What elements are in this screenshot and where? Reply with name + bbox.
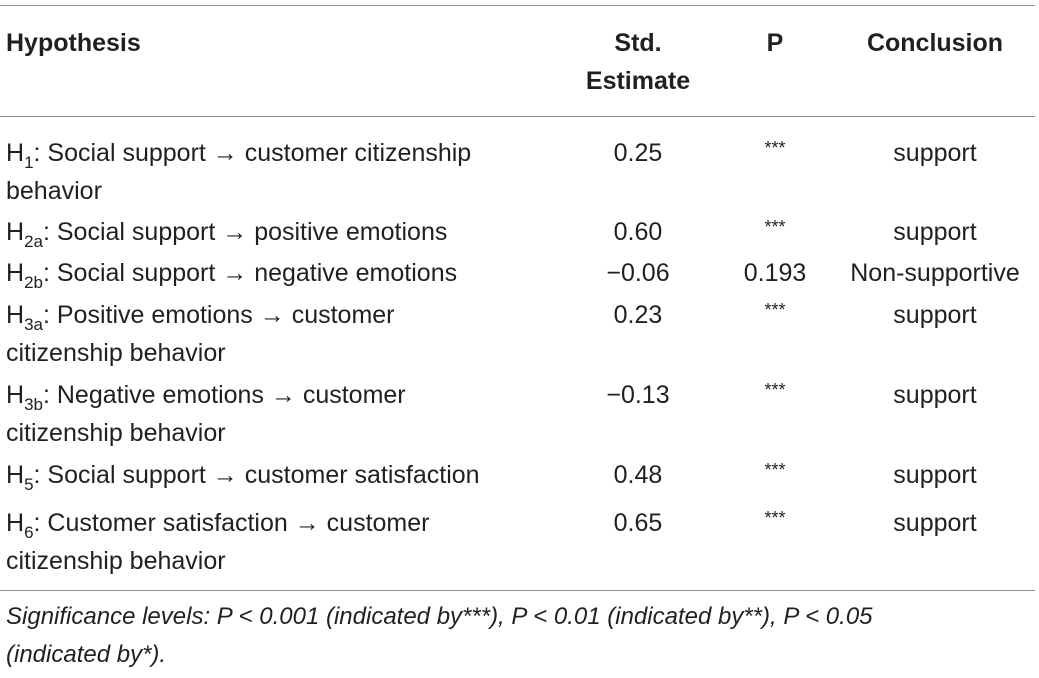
- hypothesis-subscript: 2b: [24, 273, 43, 292]
- conclusion-cell: support: [893, 381, 977, 409]
- hypothesis-cell: H6: Customer satisfaction → customer cit…: [6, 504, 566, 580]
- hypothesis-letter: H: [6, 461, 25, 489]
- p-cell: ***: [764, 217, 786, 237]
- hypothesis-subscript: 1: [24, 153, 34, 172]
- hypothesis-cell: H3a: Positive emotions → customer citize…: [6, 296, 566, 372]
- estimate-cell: 0.65: [613, 509, 663, 537]
- header-std-estimate-line1: Std.: [614, 29, 662, 57]
- p-cell: ***: [764, 460, 786, 480]
- estimate-cell: 0.25: [613, 139, 663, 167]
- hypothesis-text: : Customer satisfaction → customer: [33, 509, 430, 537]
- header-p: P: [766, 29, 784, 57]
- hypothesis-line2: citizenship behavior: [6, 419, 226, 447]
- hypothesis-line1: H2a: Social support → positive emotions: [6, 213, 566, 251]
- table-footnote: Significance levels: P < 0.001 (indicate…: [6, 598, 1036, 674]
- header-conclusion: Conclusion: [866, 29, 1004, 57]
- hypothesis-text: : Negative emotions → customer: [42, 381, 406, 409]
- p-cell: ***: [764, 300, 786, 320]
- hypothesis-text: : Social support → negative emotions: [42, 259, 458, 287]
- p-cell: ***: [764, 380, 786, 400]
- hypothesis-line2: citizenship behavior: [6, 339, 226, 367]
- top-rule: [0, 5, 1035, 6]
- hypothesis-line2: behavior: [6, 177, 102, 205]
- estimate-cell: 0.48: [613, 461, 663, 489]
- hypothesis-text: : Social support → positive emotions: [42, 218, 448, 246]
- conclusion-cell: support: [893, 461, 977, 489]
- footnote-line2: (indicated by*).: [6, 641, 167, 668]
- conclusion-cell: support: [893, 509, 977, 537]
- conclusion-cell: support: [893, 139, 977, 167]
- header-hypothesis: Hypothesis: [6, 29, 141, 57]
- hypothesis-cell: H2b: Social support → negative emotions: [6, 254, 566, 292]
- p-cell: ***: [764, 138, 786, 158]
- hypothesis-text: : Social support → customer citizenship: [33, 139, 472, 167]
- footnote-line1: Significance levels: P < 0.001 (indicate…: [6, 603, 873, 630]
- hypothesis-line1: H5: Social support → customer satisfacti…: [6, 456, 566, 494]
- hypothesis-text: : Social support → customer satisfaction: [33, 461, 480, 489]
- hypothesis-letter: H: [6, 259, 25, 287]
- hypothesis-cell: H5: Social support → customer satisfacti…: [6, 456, 566, 494]
- conclusion-cell: support: [893, 301, 977, 329]
- conclusion-cell: support: [893, 218, 977, 246]
- estimate-cell: 0.23: [613, 301, 663, 329]
- header-std-estimate-line2: Estimate: [585, 67, 691, 95]
- hypothesis-letter: H: [6, 381, 25, 409]
- header-rule: [0, 116, 1035, 117]
- hypothesis-letter: H: [6, 301, 25, 329]
- estimate-cell: −0.06: [606, 259, 670, 287]
- hypothesis-line1: H2b: Social support → negative emotions: [6, 254, 566, 292]
- hypothesis-line1: H1: Social support → customer citizenshi…: [6, 134, 566, 172]
- hypothesis-subscript: 2a: [24, 232, 43, 251]
- hypothesis-line1: H6: Customer satisfaction → customer: [6, 504, 566, 542]
- bottom-rule: [0, 590, 1035, 591]
- hypothesis-subscript: 6: [24, 523, 34, 542]
- hypothesis-letter: H: [6, 509, 25, 537]
- hypothesis-cell: H1: Social support → customer citizenshi…: [6, 134, 566, 210]
- hypothesis-cell: H3b: Negative emotions → customer citize…: [6, 376, 566, 452]
- hypothesis-line1: H3b: Negative emotions → customer: [6, 376, 566, 414]
- hypothesis-line1: H3a: Positive emotions → customer: [6, 296, 566, 334]
- hypothesis-line2: citizenship behavior: [6, 547, 226, 575]
- conclusion-cell: Non-supportive: [850, 259, 1020, 287]
- hypothesis-subscript: 5: [24, 475, 34, 494]
- estimate-cell: −0.13: [606, 381, 670, 409]
- hypothesis-subscript: 3b: [24, 395, 43, 414]
- hypothesis-cell: H2a: Social support → positive emotions: [6, 213, 566, 251]
- header-std-estimate: Std. Estimate: [568, 24, 708, 100]
- hypothesis-letter: H: [6, 139, 25, 167]
- hypothesis-subscript: 3a: [24, 315, 43, 334]
- estimate-cell: 0.60: [613, 218, 663, 246]
- hypothesis-text: : Positive emotions → customer: [42, 301, 395, 329]
- p-cell: ***: [764, 508, 786, 528]
- p-cell: 0.193: [743, 259, 807, 287]
- hypothesis-letter: H: [6, 218, 25, 246]
